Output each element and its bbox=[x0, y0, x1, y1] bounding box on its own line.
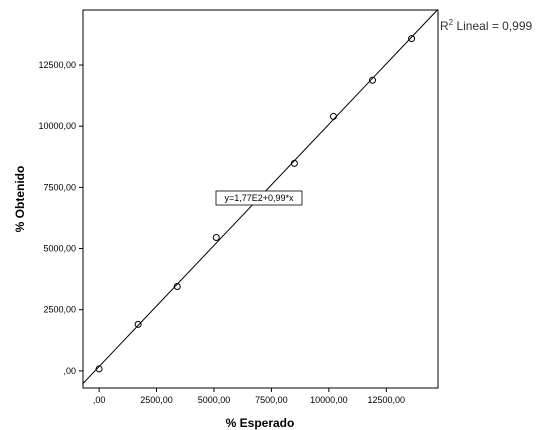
data-point bbox=[173, 282, 181, 290]
equation-box-frame bbox=[215, 190, 303, 206]
data-point bbox=[369, 76, 377, 84]
y-tick-label: 12500,00 bbox=[38, 60, 76, 70]
x-tick-label: 10000,00 bbox=[310, 395, 348, 405]
r2-annotation: R2 Lineal = 0,999 bbox=[440, 18, 533, 33]
x-tick-label: 7500,00 bbox=[255, 395, 288, 405]
r2-symbol: R bbox=[440, 19, 449, 33]
data-point bbox=[329, 112, 337, 120]
data-points bbox=[95, 35, 416, 373]
y-tick-label: ,00 bbox=[63, 366, 76, 376]
r2-value: Lineal = 0,999 bbox=[453, 19, 532, 33]
equation-label: y=1,77E2+0,99*x bbox=[224, 193, 294, 203]
data-point bbox=[95, 365, 103, 373]
x-tick-label: 5000,00 bbox=[198, 395, 231, 405]
y-tick-label: 2500,00 bbox=[43, 305, 76, 315]
data-point bbox=[212, 234, 220, 242]
x-axis-title: % Esperado bbox=[226, 416, 295, 430]
y-axis-title: % Obtenido bbox=[13, 166, 27, 233]
x-tick-label: ,00 bbox=[93, 395, 106, 405]
data-point bbox=[134, 320, 142, 328]
y-tick-label: 5000,00 bbox=[43, 244, 76, 254]
y-axis: ,00 2500,00 5000,00 7500,00 10000,00 12500,00 bbox=[38, 60, 83, 376]
x-tick-label: 2500,00 bbox=[140, 395, 173, 405]
data-point bbox=[408, 35, 416, 43]
x-tick-label: 12500,00 bbox=[368, 395, 406, 405]
data-point bbox=[290, 159, 298, 167]
y-tick-label: 7500,00 bbox=[43, 182, 76, 192]
y-tick-label: 10000,00 bbox=[38, 121, 76, 131]
r2-superscript: 2 bbox=[449, 18, 454, 27]
equation-box: y=1,77E2+0,99*x bbox=[215, 190, 303, 206]
x-axis: ,00 2500,00 5000,00 7500,00 10000,00 12500,00 bbox=[93, 388, 405, 405]
